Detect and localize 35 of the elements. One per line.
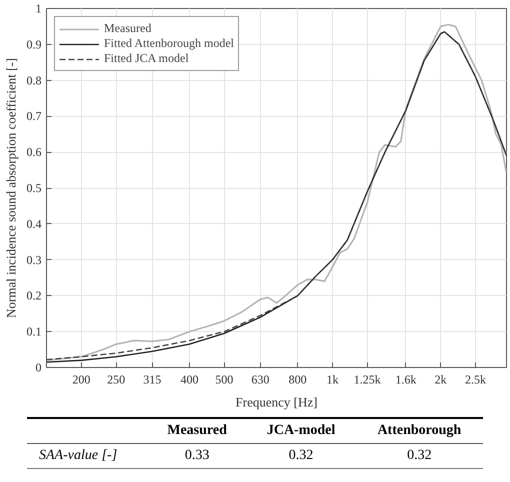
x-tick-label: 2.5k [464,372,486,386]
legend-label: Fitted Attenborough model [104,36,234,51]
x-tick-label: 500 [215,372,234,386]
y-tick-label: 0.8 [26,73,42,88]
legend-label: Fitted JCA model [104,51,189,66]
x-tick-label: 400 [180,372,198,386]
y-tick-label: 0.7 [26,109,42,124]
legend-label: Measured [104,21,152,36]
text: 0.32 [288,447,314,465]
y-axis-title: Normal incidence sound absorption coefficient [-] [4,58,18,318]
y-tick-label: 0.6 [26,145,42,160]
text: Measured [166,422,228,440]
y-tick-label: 1 [36,2,42,16]
x-tick-label: 1.6k [395,372,416,386]
text: Attenborough [376,422,462,440]
y-tick-label: 0.4 [26,216,42,231]
x-tick-label: 315 [143,372,162,386]
x-tick-label: 250 [107,372,126,386]
x-axis-title: Frequency [Hz] [236,394,318,410]
x-tick-label: 800 [288,372,307,386]
y-tick-label: 0.5 [26,181,42,195]
x-tick-label: 1k [326,372,338,386]
x-tick-label: 1.25k [354,372,381,386]
text: 0.33 [184,447,210,465]
x-tick-label: 2k [434,372,447,386]
y-tick-label: 0.2 [26,288,42,303]
text: SAA-value [-] [38,447,118,465]
text: JCA-model [266,422,336,440]
x-tick-label: 200 [72,372,90,386]
y-tick-label: 0.3 [26,252,42,267]
text: 0.32 [406,447,433,465]
y-tick-label: 0.9 [26,37,42,52]
x-tick-label: 630 [251,372,270,386]
y-tick-label: 0 [36,360,42,374]
y-tick-label: 0.1 [26,324,42,339]
